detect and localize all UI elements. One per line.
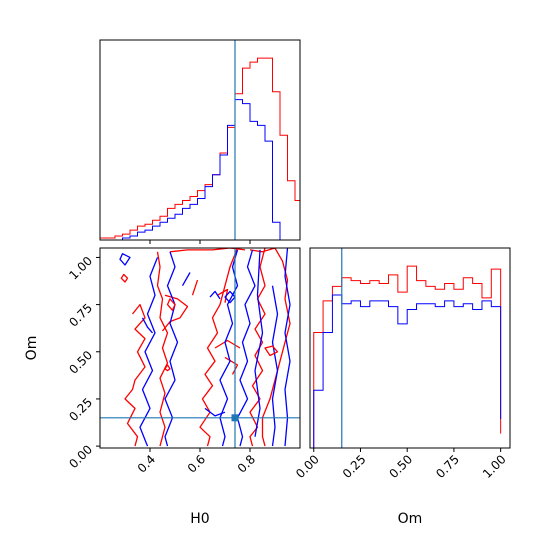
hist-H0-xticks [149,240,251,244]
contour-line-red [169,248,246,253]
contour-ylabel: Om [24,336,40,361]
contour-line-red [249,248,266,447]
contour-line-blue [254,249,264,437]
contour-line-blue [204,407,226,417]
contour-island-red [166,298,176,311]
xtick-label: 0.4 [135,452,158,475]
contour-line-red [214,339,241,349]
xtick-label: 0.00 [293,452,322,481]
contour-line-blue [219,249,239,447]
contour-lines [119,248,291,447]
xtick-label: 0.50 [387,452,416,481]
contour-island-red [164,364,171,372]
contour-line-blue [271,285,279,447]
xtick-label: 0.8 [235,452,258,475]
contour-line-red [249,248,291,447]
contour-line-blue [181,272,191,287]
contour-island-blue [119,253,131,266]
xtick-label: 1.00 [480,452,509,481]
ytick-label: 0.50 [66,348,95,377]
ytick-label: 0.00 [66,442,95,471]
ytick-label: 0.25 [66,395,95,424]
hist-step-red [100,57,300,240]
hist-H0-series [100,57,300,240]
contour-line-blue [284,248,291,447]
hist-H0-panel [99,39,301,244]
contour-line-red [161,294,189,332]
xtick-label: 0.6 [185,452,208,475]
contour-xticks: 0.4 0.6 0.8 [135,448,258,476]
contour-line-blue [209,290,221,300]
contour-line-red [124,303,146,447]
ytick-label: 0.75 [66,301,95,330]
xtick-label: 0.25 [340,452,369,481]
truth-marker [231,414,239,422]
hist-Om-xticks: 0.00 0.25 0.50 0.75 1.00 [293,448,509,481]
hist-Om-panel: 0.00 0.25 0.50 0.75 1.00 Om [293,247,511,527]
hist-step-blue [100,99,300,240]
contour-island-red [264,345,279,357]
hist-Om-frame [309,247,511,449]
hist-Om-xlabel: Om [398,511,423,527]
contour-panel: 0.4 0.6 0.8 0.00 0.25 0.50 0.75 1.00 H0 Om [24,247,301,527]
contour-yticks: 0.00 0.25 0.50 0.75 1.00 [66,254,100,471]
contour-island-blue [224,290,236,304]
contour-line-blue [164,251,179,447]
contour-line-red [156,251,169,447]
contour-xlabel: H0 [190,511,209,527]
contour-line-blue [139,257,159,447]
contour-line-red [191,279,199,296]
xtick-label: 0.75 [433,452,462,481]
ytick-label: 1.00 [66,254,95,283]
contour-line-blue [141,317,153,334]
contour-island-red [120,273,129,283]
truth-crosshair [100,248,300,448]
hist-H0-frame [99,39,301,241]
